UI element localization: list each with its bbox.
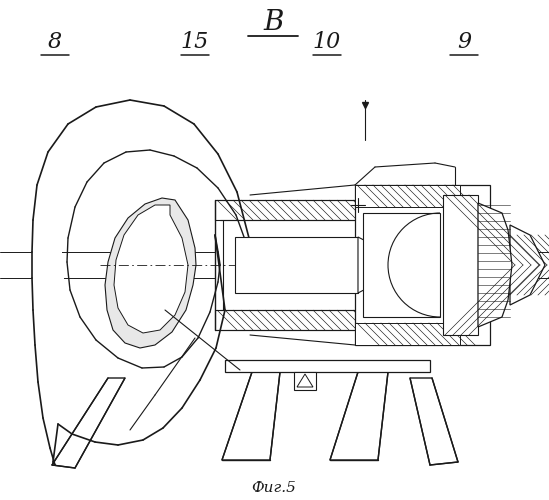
Bar [294,372,316,390]
Bar [215,200,440,330]
Bar [215,200,440,220]
Text: 15: 15 [181,32,209,54]
Polygon shape [105,198,196,348]
Bar [443,195,478,335]
Polygon shape [410,378,458,465]
Bar [215,310,440,330]
Polygon shape [222,372,280,460]
Bar [363,213,440,317]
Polygon shape [413,247,431,283]
Text: B: B [264,8,284,36]
Bar [225,360,430,372]
Polygon shape [52,378,125,468]
Bar [355,323,460,345]
Text: 10: 10 [312,32,341,54]
Text: 9: 9 [457,32,471,54]
Polygon shape [510,225,545,305]
Polygon shape [358,237,413,293]
Bar [355,185,490,345]
Polygon shape [32,100,252,465]
Text: Фиг.5: Фиг.5 [251,481,296,495]
Bar [355,185,460,207]
Polygon shape [114,205,188,333]
Polygon shape [478,203,512,327]
Polygon shape [330,372,388,460]
Bar [235,237,358,293]
Text: 8: 8 [48,32,62,54]
